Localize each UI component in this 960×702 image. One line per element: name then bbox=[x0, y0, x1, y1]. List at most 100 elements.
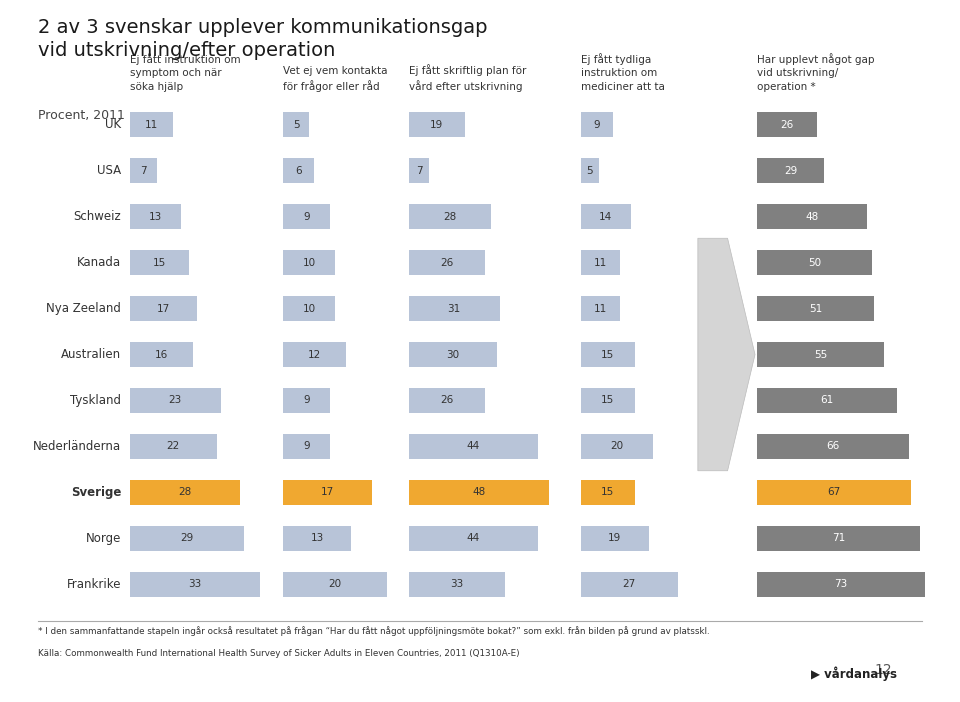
Text: * I den sammanfattande stapeln ingår också resultatet på frågan “Har du fått någ: * I den sammanfattande stapeln ingår ock… bbox=[38, 626, 710, 636]
Text: 12: 12 bbox=[308, 350, 321, 359]
Text: Har upplevt något gap
vid utskrivning/
operation *: Har upplevt något gap vid utskrivning/ o… bbox=[757, 53, 875, 92]
Bar bbox=[409, 296, 499, 322]
Text: 26: 26 bbox=[441, 395, 453, 406]
Text: 66: 66 bbox=[827, 442, 840, 451]
Bar bbox=[130, 434, 217, 459]
Text: 10: 10 bbox=[302, 258, 316, 267]
Bar bbox=[283, 296, 335, 322]
Text: 33: 33 bbox=[450, 579, 464, 589]
Text: 29: 29 bbox=[180, 534, 194, 543]
Text: 30: 30 bbox=[446, 350, 460, 359]
Text: 17: 17 bbox=[321, 487, 334, 497]
Text: 14: 14 bbox=[599, 212, 612, 222]
Bar bbox=[757, 158, 824, 183]
Bar bbox=[130, 158, 157, 183]
Text: Schweiz: Schweiz bbox=[74, 210, 121, 223]
Bar bbox=[581, 250, 620, 275]
Bar bbox=[283, 571, 388, 597]
Text: Australien: Australien bbox=[61, 348, 121, 361]
Text: 48: 48 bbox=[472, 487, 486, 497]
Bar bbox=[581, 296, 620, 322]
Text: 19: 19 bbox=[609, 534, 621, 543]
Text: 26: 26 bbox=[780, 120, 794, 130]
Text: Nederländerna: Nederländerna bbox=[34, 440, 121, 453]
Text: Källa: Commonwealth Fund International Health Survey of Sicker Adults in Eleven : Källa: Commonwealth Fund International H… bbox=[38, 649, 520, 658]
Text: Kanada: Kanada bbox=[77, 256, 121, 269]
Bar bbox=[581, 526, 649, 551]
Bar bbox=[581, 112, 613, 138]
Bar bbox=[283, 342, 346, 367]
Text: 31: 31 bbox=[447, 303, 461, 314]
Text: 51: 51 bbox=[809, 303, 823, 314]
Text: 16: 16 bbox=[155, 350, 168, 359]
Bar bbox=[757, 296, 875, 322]
Bar bbox=[409, 571, 505, 597]
Bar bbox=[409, 526, 538, 551]
Text: 6: 6 bbox=[296, 166, 302, 176]
Text: 48: 48 bbox=[805, 212, 819, 222]
Text: Frankrike: Frankrike bbox=[67, 578, 121, 591]
Text: 33: 33 bbox=[188, 579, 202, 589]
Bar bbox=[757, 250, 872, 275]
Text: 9: 9 bbox=[303, 442, 310, 451]
Text: 29: 29 bbox=[784, 166, 797, 176]
Bar bbox=[581, 204, 631, 230]
Bar bbox=[130, 112, 173, 138]
Text: Ej fått skriftlig plan för
vård efter utskrivning: Ej fått skriftlig plan för vård efter ut… bbox=[409, 64, 526, 92]
Text: 44: 44 bbox=[467, 534, 480, 543]
Text: 61: 61 bbox=[821, 395, 834, 406]
Bar bbox=[757, 434, 909, 459]
Text: 11: 11 bbox=[145, 120, 158, 130]
Text: 15: 15 bbox=[601, 395, 614, 406]
Text: Ej fått tydliga
instruktion om
mediciner att ta: Ej fått tydliga instruktion om mediciner… bbox=[581, 53, 664, 92]
Bar bbox=[757, 526, 921, 551]
Bar bbox=[409, 434, 538, 459]
Text: 28: 28 bbox=[444, 212, 457, 222]
Bar bbox=[581, 434, 653, 459]
Bar bbox=[130, 204, 181, 230]
Bar bbox=[409, 479, 549, 505]
Text: 19: 19 bbox=[430, 120, 444, 130]
Text: 13: 13 bbox=[149, 212, 162, 222]
Text: Nya Zeeland: Nya Zeeland bbox=[46, 302, 121, 315]
Bar bbox=[130, 388, 221, 413]
Text: 5: 5 bbox=[587, 166, 593, 176]
Bar bbox=[283, 434, 330, 459]
Bar bbox=[581, 342, 635, 367]
Bar bbox=[581, 388, 635, 413]
Bar bbox=[409, 388, 485, 413]
Bar bbox=[130, 526, 245, 551]
Text: 23: 23 bbox=[168, 395, 181, 406]
Text: UK: UK bbox=[106, 118, 121, 131]
Text: Procent, 2011: Procent, 2011 bbox=[38, 109, 125, 122]
Text: USA: USA bbox=[97, 164, 121, 177]
Bar bbox=[283, 204, 330, 230]
Text: 28: 28 bbox=[179, 487, 192, 497]
Text: 73: 73 bbox=[834, 579, 848, 589]
Text: 9: 9 bbox=[303, 395, 310, 406]
Bar bbox=[130, 571, 260, 597]
Bar bbox=[757, 479, 911, 505]
Text: 20: 20 bbox=[328, 579, 342, 589]
Text: Tyskland: Tyskland bbox=[70, 394, 121, 407]
Bar bbox=[409, 112, 465, 138]
Bar bbox=[757, 112, 817, 138]
Bar bbox=[283, 479, 372, 505]
Text: 22: 22 bbox=[166, 442, 180, 451]
Bar bbox=[581, 158, 599, 183]
Text: 44: 44 bbox=[467, 442, 480, 451]
Text: 26: 26 bbox=[441, 258, 453, 267]
Text: 11: 11 bbox=[594, 303, 607, 314]
Text: 2 av 3 svenskar upplever kommunikationsgap
vid utskrivning/efter operation: 2 av 3 svenskar upplever kommunikationsg… bbox=[38, 18, 488, 60]
Text: 17: 17 bbox=[156, 303, 170, 314]
Text: 7: 7 bbox=[140, 166, 147, 176]
Bar bbox=[409, 158, 429, 183]
Text: 13: 13 bbox=[310, 534, 324, 543]
Bar bbox=[283, 112, 309, 138]
Text: 7: 7 bbox=[416, 166, 422, 176]
Text: 50: 50 bbox=[808, 258, 821, 267]
Text: 10: 10 bbox=[302, 303, 316, 314]
Text: 11: 11 bbox=[594, 258, 607, 267]
Text: ▶ vårdanalys: ▶ vårdanalys bbox=[811, 666, 898, 681]
Bar bbox=[757, 342, 883, 367]
